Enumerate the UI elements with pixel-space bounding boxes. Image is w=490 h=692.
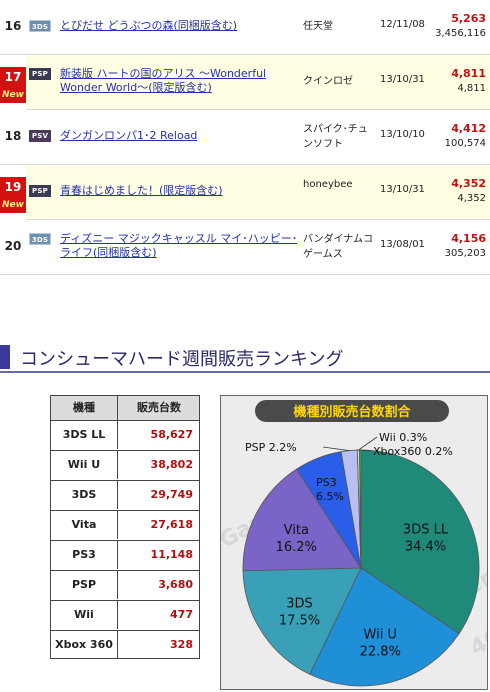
slice-label: PSP 2.2%: [245, 441, 297, 454]
release-date: 13/08/01: [380, 239, 425, 250]
units-sold: 58,627: [150, 428, 193, 441]
hardware-section-header: コンシューマハード週間販売ランキング: [0, 343, 490, 373]
weekly-sales: 5,263: [451, 12, 486, 25]
leader-line: [358, 436, 378, 451]
rank-cell: 17 New: [0, 55, 26, 110]
publisher: クインロゼ: [303, 76, 353, 87]
new-badge: New: [0, 87, 26, 103]
units-sold: 29,749: [150, 488, 193, 501]
slice-label: 3DS 17.5%: [279, 597, 320, 629]
table-row: Xbox 360 328: [51, 630, 199, 659]
slice-label: Xbox360 0.2%: [373, 445, 453, 458]
release-date: 13/10/10: [380, 129, 425, 140]
pie-chart-panel: 4Gamer.net4Gamer.net4Gamer.net4Gamer.net…: [220, 395, 488, 690]
section-title: コンシューマハード週間販売ランキング: [20, 349, 344, 370]
platform-icon: PSP: [29, 68, 51, 80]
header-units: 販売台数: [137, 401, 181, 414]
platform-icon: PSV: [29, 130, 51, 142]
ranking-row: 16 3DS とびだせ どうぶつの森(同梱版含む) 任天堂 12/11/08 5,263 3…: [0, 0, 490, 55]
slice-label: Vita 16.2%: [276, 523, 317, 555]
table-row: 3DS LL 58,627: [51, 420, 199, 449]
game-title-link[interactable]: 青春はじめました！(限定版含む): [60, 184, 223, 197]
publisher: バンダイナムコゲームス: [303, 234, 373, 260]
weekly-sales: 4,811: [451, 67, 486, 80]
platform-name: 3DS LL: [51, 421, 118, 449]
rank-number: 17: [0, 67, 26, 87]
platform-name: Vita: [51, 511, 118, 539]
publisher: スパイク･チュンソフト: [303, 124, 368, 150]
header-platform: 機種: [51, 396, 118, 420]
table-header: 機種 販売台数: [51, 396, 199, 420]
game-title-link[interactable]: 新装版 ハートの国のアリス ～Wonderful Wonder World～(限…: [60, 67, 267, 94]
rank-cell: 16: [0, 0, 26, 55]
platform-name: 3DS: [51, 481, 118, 509]
total-sales: 100,574: [444, 138, 486, 149]
rank-cell: 18: [0, 110, 26, 165]
units-sold: 328: [170, 638, 193, 651]
ranking-row: 20 3DS ディズニー マジックキャッスル マイ･ハッピー･ライフ(同梱版含む) バ…: [0, 220, 490, 275]
weekly-sales: 4,156: [451, 232, 486, 245]
game-title-link[interactable]: とびだせ どうぶつの森(同梱版含む): [60, 19, 238, 32]
platform-name: PS3: [51, 541, 118, 569]
weekly-sales: 4,352: [451, 177, 486, 190]
slice-label: Wii U 22.8%: [360, 628, 401, 660]
ranking-row: 17 New PSP 新装版 ハートの国のアリス ～Wonderful Wonder …: [0, 55, 490, 110]
platform-name: Wii U: [51, 451, 118, 479]
units-sold: 477: [170, 608, 193, 621]
release-date: 13/10/31: [380, 184, 425, 195]
game-title-link[interactable]: ダンガンロンパ1･2 Reload: [60, 129, 198, 142]
total-sales: 4,352: [457, 193, 486, 204]
section-marker: [0, 345, 10, 369]
platform-icon: 3DS: [29, 233, 51, 245]
table-row: Wii 477: [51, 600, 199, 629]
chart-title: 機種別販売台数割合: [293, 404, 411, 420]
platform-name: Wii: [51, 601, 118, 629]
table-row: 3DS 29,749: [51, 480, 199, 509]
table-row: PS3 11,148: [51, 540, 199, 569]
release-date: 12/11/08: [380, 19, 425, 30]
weekly-sales: 4,412: [451, 122, 486, 135]
total-sales: 3,456,116: [435, 28, 486, 39]
ranking-row: 19 New PSP 青春はじめました！(限定版含む) honeybee 13/10/31…: [0, 165, 490, 220]
publisher: 任天堂: [303, 21, 333, 32]
rank-number: 20: [4, 239, 22, 253]
new-badge: New: [0, 197, 26, 213]
game-title-link[interactable]: ディズニー マジックキャッスル マイ･ハッピー･ライフ(同梱版含む): [60, 232, 298, 259]
rank-number: 19: [0, 177, 26, 197]
pie-slice-3ds: [242, 567, 362, 675]
leader-line: [360, 449, 372, 452]
rank-number: 16: [4, 19, 22, 33]
platform-name: Xbox 360: [51, 631, 118, 659]
slice-label: PS3 6.5%: [316, 476, 344, 503]
platform-name: PSP: [51, 571, 118, 599]
chart-title-bar: [255, 400, 449, 422]
total-sales: 305,203: [444, 248, 486, 259]
ranking-row: 18 PSV ダンガンロンパ1･2 Reload スパイク･チュンソフト 13/10/1…: [0, 110, 490, 165]
pie-chart: 4Gamer.net4Gamer.net4Gamer.net4Gamer.net…: [221, 400, 487, 687]
rank-number: 18: [4, 129, 22, 143]
units-sold: 27,618: [150, 518, 193, 531]
units-sold: 3,680: [158, 578, 193, 591]
units-sold: 38,802: [150, 458, 193, 471]
pie-slice-vita: [242, 468, 362, 572]
slice-label: 3DS LL 34.4%: [403, 522, 449, 554]
leader-line: [322, 446, 350, 451]
release-date: 13/10/31: [380, 74, 425, 85]
rank-cell: 19 New: [0, 165, 26, 220]
platform-icon: PSP: [29, 185, 51, 197]
table-row: Wii U 38,802: [51, 450, 199, 479]
units-sold: 11,148: [150, 548, 193, 561]
total-sales: 4,811: [457, 83, 486, 94]
publisher: honeybee: [303, 179, 353, 190]
platform-icon: 3DS: [29, 20, 51, 32]
table-row: PSP 3,680: [51, 570, 199, 599]
hardware-sales-table: 機種 販売台数 3DS LL 58,627 Wii U 38,802 3DS 29,749…: [50, 395, 200, 659]
rank-cell: 20: [0, 220, 26, 275]
slice-label: Wii 0.3%: [379, 431, 427, 444]
table-row: Vita 27,618: [51, 510, 199, 539]
